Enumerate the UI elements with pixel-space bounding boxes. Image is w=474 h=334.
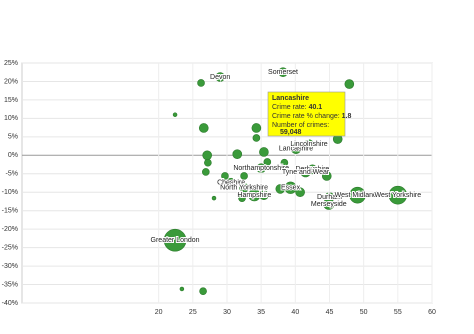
point-label: Lancashire	[279, 146, 313, 153]
tooltip: Lancashire Crime rate: 40.1 Crime rate % c…	[267, 91, 351, 137]
bubble	[198, 123, 209, 133]
x-tick-label: 55	[394, 309, 402, 316]
bubble	[252, 134, 261, 142]
bubble	[349, 186, 366, 204]
y-tick-label: 20%	[4, 78, 18, 85]
bubble	[226, 177, 236, 188]
bubble	[238, 194, 246, 202]
bubble	[304, 139, 314, 150]
x-tick-label: 45	[326, 309, 334, 316]
point-label: West Yorkshire	[375, 192, 422, 199]
y-tick-label: 5%	[8, 134, 18, 141]
bubble	[278, 67, 288, 78]
x-tick-label: 60	[428, 309, 436, 316]
bubble	[388, 185, 408, 205]
bubble	[197, 79, 205, 87]
x-tick-label: 40	[291, 309, 299, 316]
y-tick-label: 0%	[8, 152, 18, 159]
bubble	[344, 79, 355, 89]
point-label: Tyne and Wear	[282, 169, 330, 176]
bubble	[300, 166, 311, 178]
bubble	[259, 147, 269, 157]
point-label: Merseyside	[311, 201, 347, 208]
x-tick-label: 25	[189, 309, 197, 316]
bubble	[248, 189, 261, 202]
point-label: Northamptonshire	[233, 165, 289, 172]
y-tick-label: -10%	[2, 189, 18, 196]
x-tick-label: 50	[360, 309, 368, 316]
bubble	[240, 172, 248, 180]
tooltip-value: 40.1	[309, 104, 323, 111]
bubble	[295, 187, 305, 198]
tooltip-value: 1.8	[342, 113, 352, 120]
bubble	[321, 171, 332, 181]
tooltip-label: Crime rate:	[272, 104, 307, 111]
point-label: Greater London	[151, 237, 200, 244]
tooltip-row: Crime rate % change: 1.8	[272, 113, 351, 120]
point-label: Lincolnshire	[290, 141, 327, 148]
x-tick-label: 35	[257, 309, 265, 316]
bubble	[251, 123, 262, 133]
point-label: Hampshire	[237, 192, 271, 199]
y-tick-label: -25%	[2, 244, 18, 251]
y-tick-label: -15%	[2, 208, 18, 215]
bubble	[211, 195, 217, 201]
bubble	[172, 112, 178, 117]
point-label: Durham	[317, 194, 342, 201]
point-label: North Yorkshire	[220, 185, 268, 192]
bubble	[284, 181, 297, 194]
bubble	[290, 143, 302, 154]
point-label: Somerset	[268, 69, 298, 76]
bubble	[202, 168, 210, 176]
bubble	[204, 158, 212, 167]
point-label: Derbyshire	[295, 166, 329, 173]
y-tick-label: -30%	[2, 263, 18, 270]
point-label: Cheshire	[217, 179, 245, 186]
bubble	[232, 149, 243, 160]
tooltip-value: 59,048	[280, 129, 302, 136]
bubble	[323, 198, 335, 210]
bubble	[221, 172, 229, 180]
point-label: Essex	[281, 185, 301, 192]
tooltip-title: Lancashire	[272, 95, 309, 102]
point-label: West Midlands	[335, 192, 381, 199]
tooltip-row: Crime rate: 40.1	[272, 104, 322, 111]
bubble	[215, 72, 225, 82]
bubble	[202, 150, 212, 161]
y-tick-label: -20%	[2, 226, 18, 233]
bubble	[239, 182, 249, 193]
tooltip-label: Crime rate % change:	[272, 113, 340, 120]
y-tick-label: -35%	[2, 281, 18, 288]
x-tick-label: 30	[223, 309, 231, 316]
y-tick-label: 15%	[4, 97, 18, 104]
y-tick-label: -5%	[6, 171, 18, 178]
tooltip-label: Number of crimes:	[272, 122, 329, 129]
y-tick-label: -40%	[2, 300, 18, 307]
y-tick-label: 10%	[4, 115, 18, 122]
bubble	[256, 163, 266, 174]
y-tick-label: 25%	[4, 60, 18, 67]
bubble	[263, 158, 272, 166]
tooltip-box	[267, 91, 346, 137]
bubble	[280, 158, 289, 167]
bubble	[179, 286, 185, 292]
point-label: Devon	[210, 74, 230, 81]
bubble	[163, 228, 187, 252]
x-tick-label: 20	[155, 309, 163, 316]
bubble	[199, 287, 207, 295]
